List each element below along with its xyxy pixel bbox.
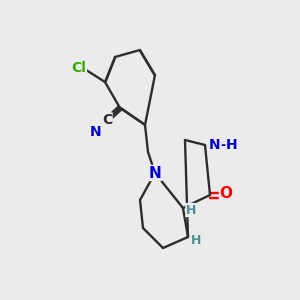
Text: Cl: Cl (72, 61, 86, 75)
Text: N: N (90, 125, 102, 139)
Text: H: H (226, 138, 238, 152)
Text: O: O (220, 187, 232, 202)
Text: –: – (220, 138, 227, 152)
Text: H: H (186, 203, 196, 217)
Text: N: N (148, 166, 161, 181)
Text: H: H (191, 233, 201, 247)
Text: N: N (209, 138, 221, 152)
Text: C: C (102, 113, 112, 127)
